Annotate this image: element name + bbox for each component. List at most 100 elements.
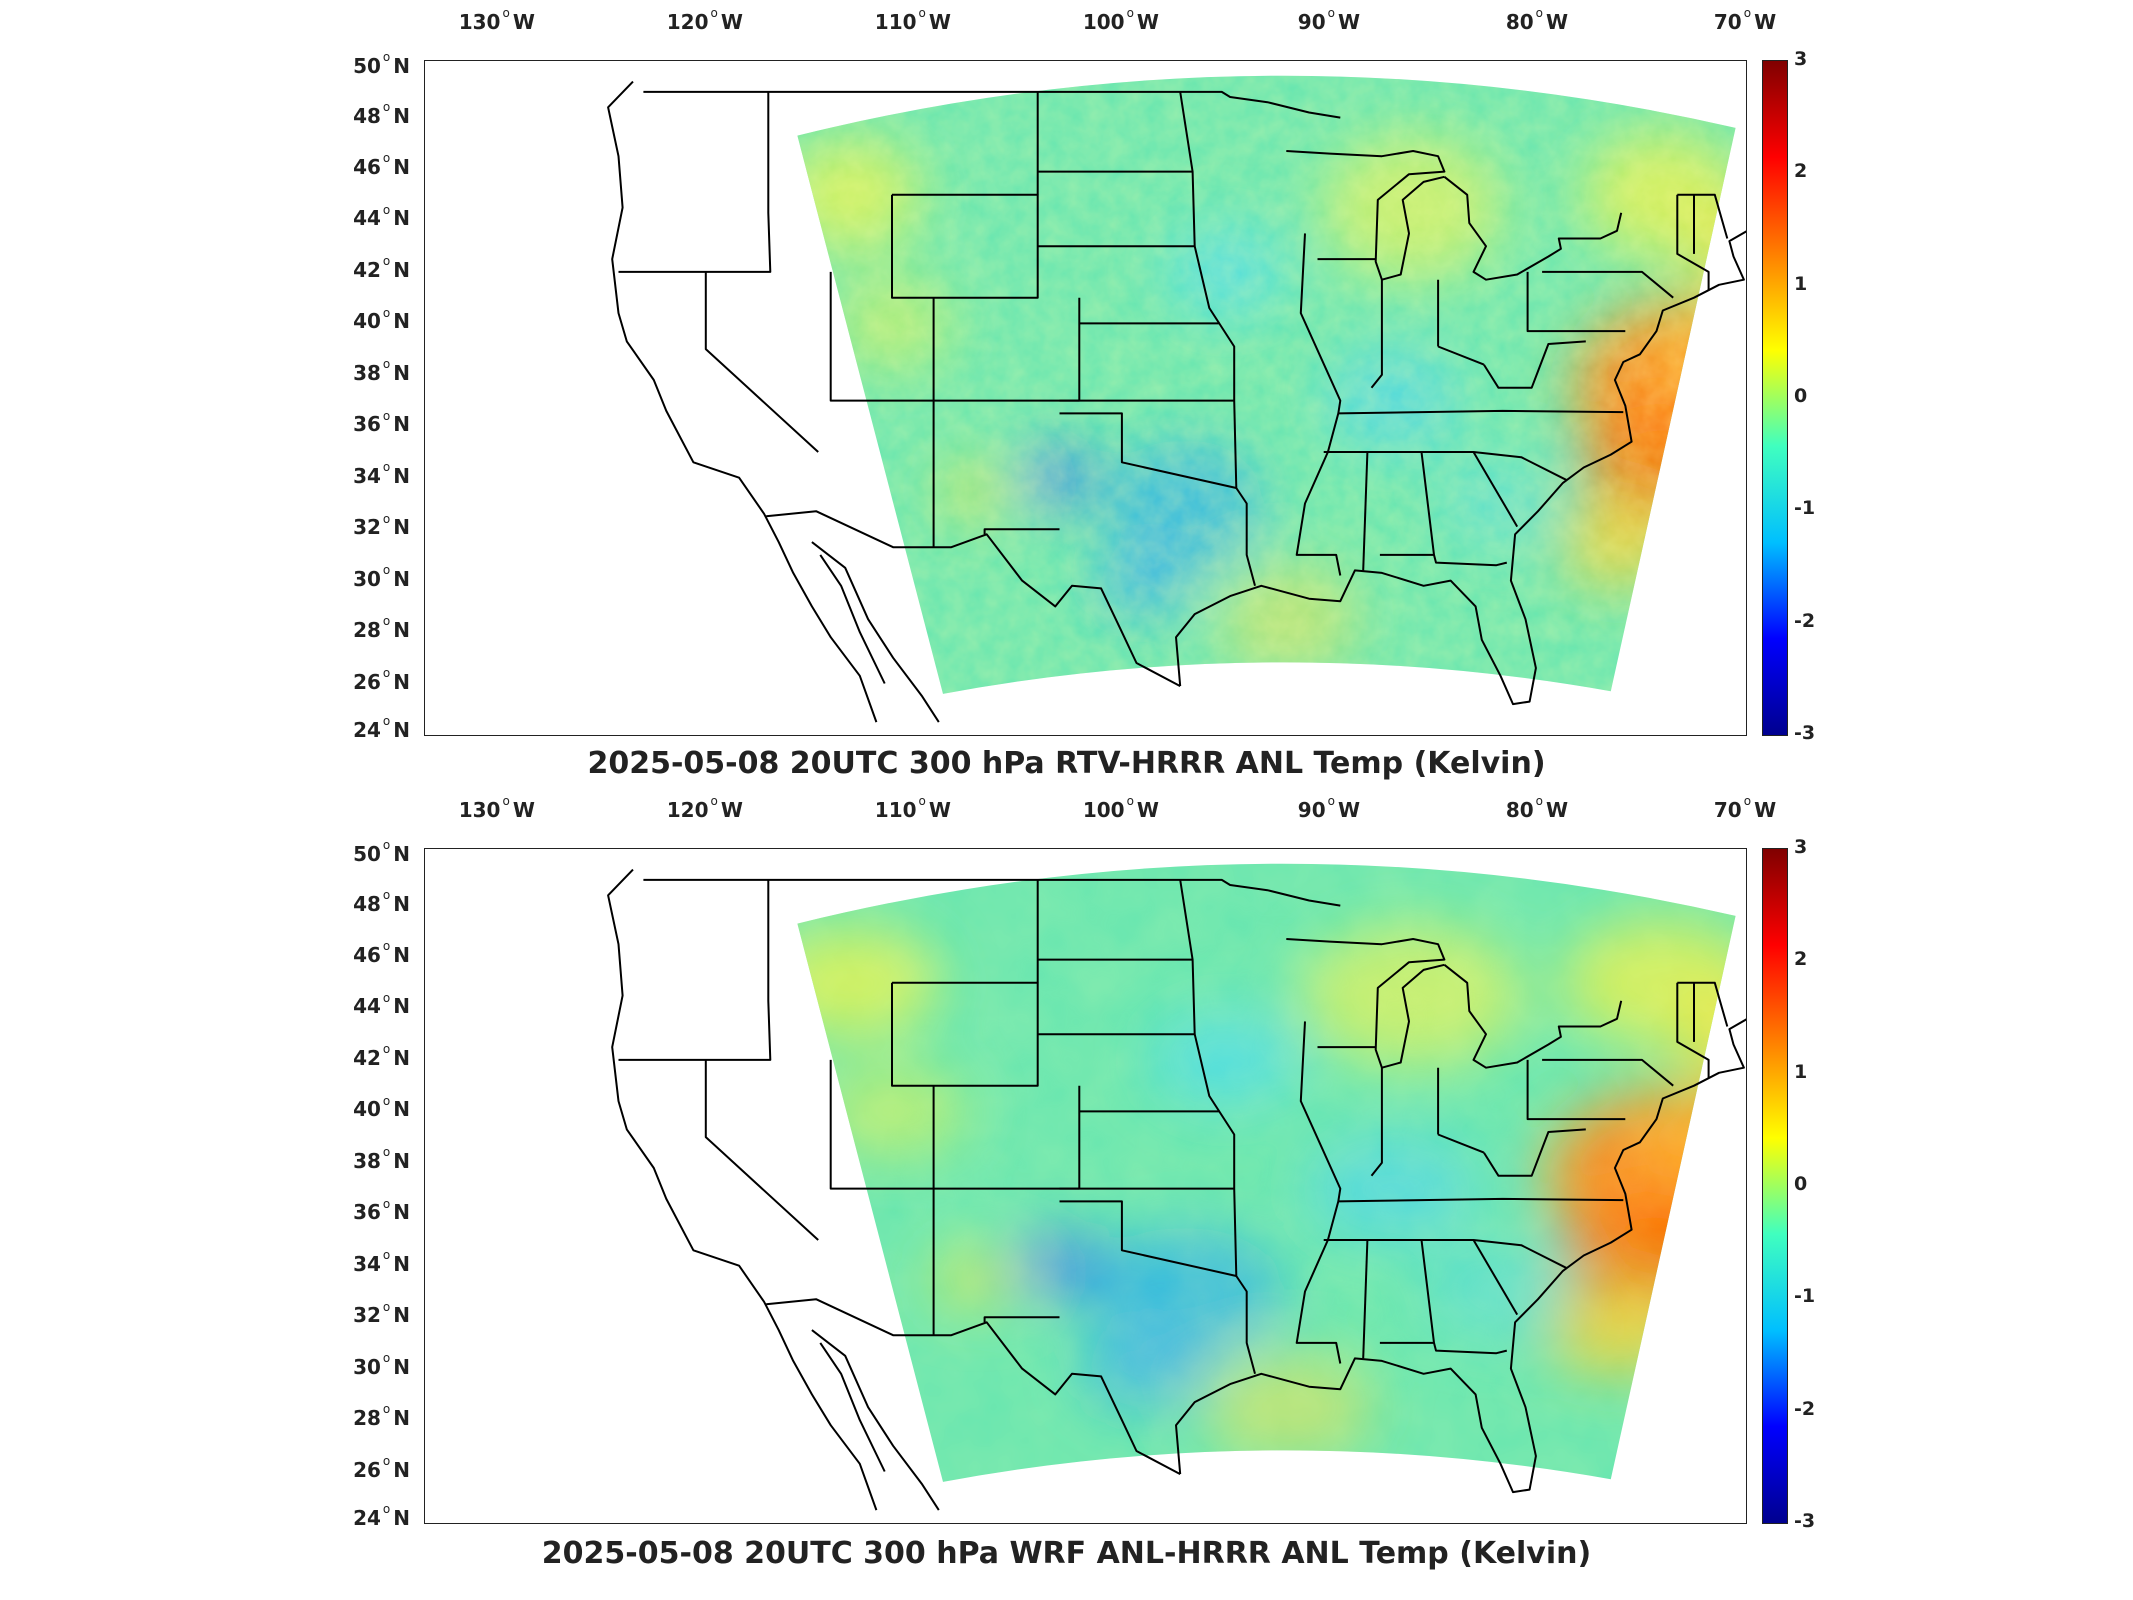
lat-tick-deg: 30 <box>353 1354 381 1379</box>
lat-tick-label: 32 o N <box>353 511 410 540</box>
colorbar-tick-label: 3 <box>1794 48 1808 70</box>
lat-tick-label: 30 o N <box>353 1350 410 1379</box>
colorbar-tick-label: -1 <box>1794 1285 1816 1308</box>
map-axes <box>424 60 1747 736</box>
lon-tick-label: 120 o W <box>666 6 743 34</box>
lat-tick-deg: 28 <box>353 1406 381 1431</box>
lon-tick-label: 70 o W <box>1713 6 1777 34</box>
lat-tick-label: 26 o N <box>353 665 410 694</box>
lat-tick-hem: N <box>393 360 410 385</box>
lon-tick-deg: 110 <box>874 798 917 822</box>
lat-tick-deg: 26 <box>353 669 381 694</box>
lat-tick-deg: 44 <box>353 206 381 231</box>
lat-tick-label: 30 o N <box>353 562 410 591</box>
lat-tick-label: 28 o N <box>353 1402 410 1431</box>
lat-tick-deg: 28 <box>353 618 381 643</box>
lat-tick-hem: N <box>393 257 410 282</box>
lon-tick-deg: 120 <box>666 10 709 34</box>
lon-tick-label: 90 o W <box>1297 6 1361 34</box>
lon-tick-label: 130 o W <box>458 794 535 822</box>
lat-tick-label: 28 o N <box>353 614 410 643</box>
lon-tick-label: 80 o W <box>1505 794 1569 822</box>
lat-tick-hem: N <box>393 669 410 694</box>
lat-tick-hem: N <box>393 1406 410 1431</box>
colorbar-tick-label: -1 <box>1794 497 1816 520</box>
colorbar-tick-label: -3 <box>1794 722 1816 744</box>
lat-tick-hem: N <box>393 618 410 643</box>
lat-tick-label: 40 o N <box>353 1093 410 1122</box>
lat-tick-hem: N <box>393 103 410 128</box>
lon-tick-hem: W <box>1136 10 1159 34</box>
lat-tick-label: 38 o N <box>353 1145 410 1173</box>
lon-tick-label: 80 o W <box>1505 6 1569 34</box>
lon-tick-label: 100 o W <box>1082 6 1159 34</box>
lat-tick-label: 48 o N <box>353 99 410 128</box>
lon-tick-label: 100 o W <box>1082 794 1159 822</box>
lat-tick-deg: 46 <box>353 943 381 968</box>
lat-tick-hem: N <box>393 842 410 866</box>
lon-tick-hem: W <box>928 10 951 34</box>
lon-tick-label: 70 o W <box>1713 794 1777 822</box>
lat-tick-hem: N <box>393 1097 410 1122</box>
lat-tick-label: 44 o N <box>353 990 410 1019</box>
lat-tick-label: 36 o N <box>353 408 410 437</box>
map-title: 2025-05-08 20UTC 300 hPa RTV-HRRR ANL Te… <box>587 746 1546 781</box>
lat-tick-hem: N <box>393 566 410 591</box>
lat-tick-deg: 44 <box>353 994 381 1019</box>
lon-tick-hem: W <box>1546 10 1569 34</box>
colorbar-tick-label: 1 <box>1794 1060 1808 1083</box>
colorbar <box>1762 848 1788 1524</box>
state-borders <box>607 80 1746 723</box>
lon-tick-deg: 130 <box>458 798 501 822</box>
lat-tick-deg: 38 <box>353 360 381 385</box>
lon-tick-deg: 70 <box>1713 798 1742 822</box>
lat-tick-hem: N <box>393 515 410 540</box>
lat-tick-hem: N <box>393 1045 410 1070</box>
colorbar-tick-label: 3 <box>1794 836 1808 858</box>
temperature-field <box>797 75 1736 694</box>
lat-tick-deg: 34 <box>353 463 381 488</box>
lat-tick-label: 26 o N <box>353 1453 410 1482</box>
lat-tick-deg: 36 <box>353 412 381 437</box>
lat-tick-hem: N <box>393 54 410 78</box>
lon-tick-hem: W <box>720 10 743 34</box>
lon-tick-label: 130 o W <box>458 6 535 34</box>
lon-tick-hem: W <box>720 798 743 822</box>
lat-tick-hem: N <box>393 412 410 437</box>
colorbar-tick-label: 2 <box>1794 160 1808 183</box>
lat-tick-deg: 36 <box>353 1200 381 1225</box>
state-borders <box>607 868 1746 1511</box>
lon-tick-label: 110 o W <box>874 794 951 822</box>
lat-tick-label: 50 o N <box>353 50 410 78</box>
lon-tick-deg: 90 <box>1297 10 1326 34</box>
lon-tick-deg: 80 <box>1505 798 1534 822</box>
lon-tick-hem: W <box>1337 10 1361 34</box>
lon-tick-label: 110 o W <box>874 6 951 34</box>
lat-tick-label: 42 o N <box>353 254 410 282</box>
lat-tick-label: 46 o N <box>353 939 410 968</box>
lat-tick-hem: N <box>393 943 410 968</box>
lat-tick-label: 24 o N <box>353 714 410 742</box>
colorbar <box>1762 60 1788 736</box>
lat-tick-deg: 34 <box>353 1251 381 1276</box>
colorbar-tick-label: 1 <box>1794 272 1808 295</box>
lat-tick-hem: N <box>393 463 410 488</box>
lat-tick-hem: N <box>393 206 410 231</box>
lat-tick-hem: N <box>393 891 410 916</box>
lat-tick-deg: 24 <box>353 718 381 742</box>
lat-tick-deg: 30 <box>353 566 381 591</box>
map-canvas <box>607 863 1746 1511</box>
lat-tick-label: 32 o N <box>353 1299 410 1328</box>
lat-tick-label: 36 o N <box>353 1196 410 1225</box>
colorbar-tick-label: -2 <box>1794 1397 1816 1420</box>
lon-tick-hem: W <box>1337 798 1361 822</box>
lat-tick-hem: N <box>393 718 410 742</box>
lat-tick-label: 48 o N <box>353 887 410 916</box>
lat-tick-hem: N <box>393 1506 410 1530</box>
temperature-field <box>797 863 1736 1482</box>
lat-tick-label: 24 o N <box>353 1502 410 1530</box>
lat-tick-hem: N <box>393 1457 410 1482</box>
lat-tick-label: 34 o N <box>353 460 410 488</box>
lat-tick-hem: N <box>393 1303 410 1328</box>
lat-tick-deg: 40 <box>353 1097 381 1122</box>
